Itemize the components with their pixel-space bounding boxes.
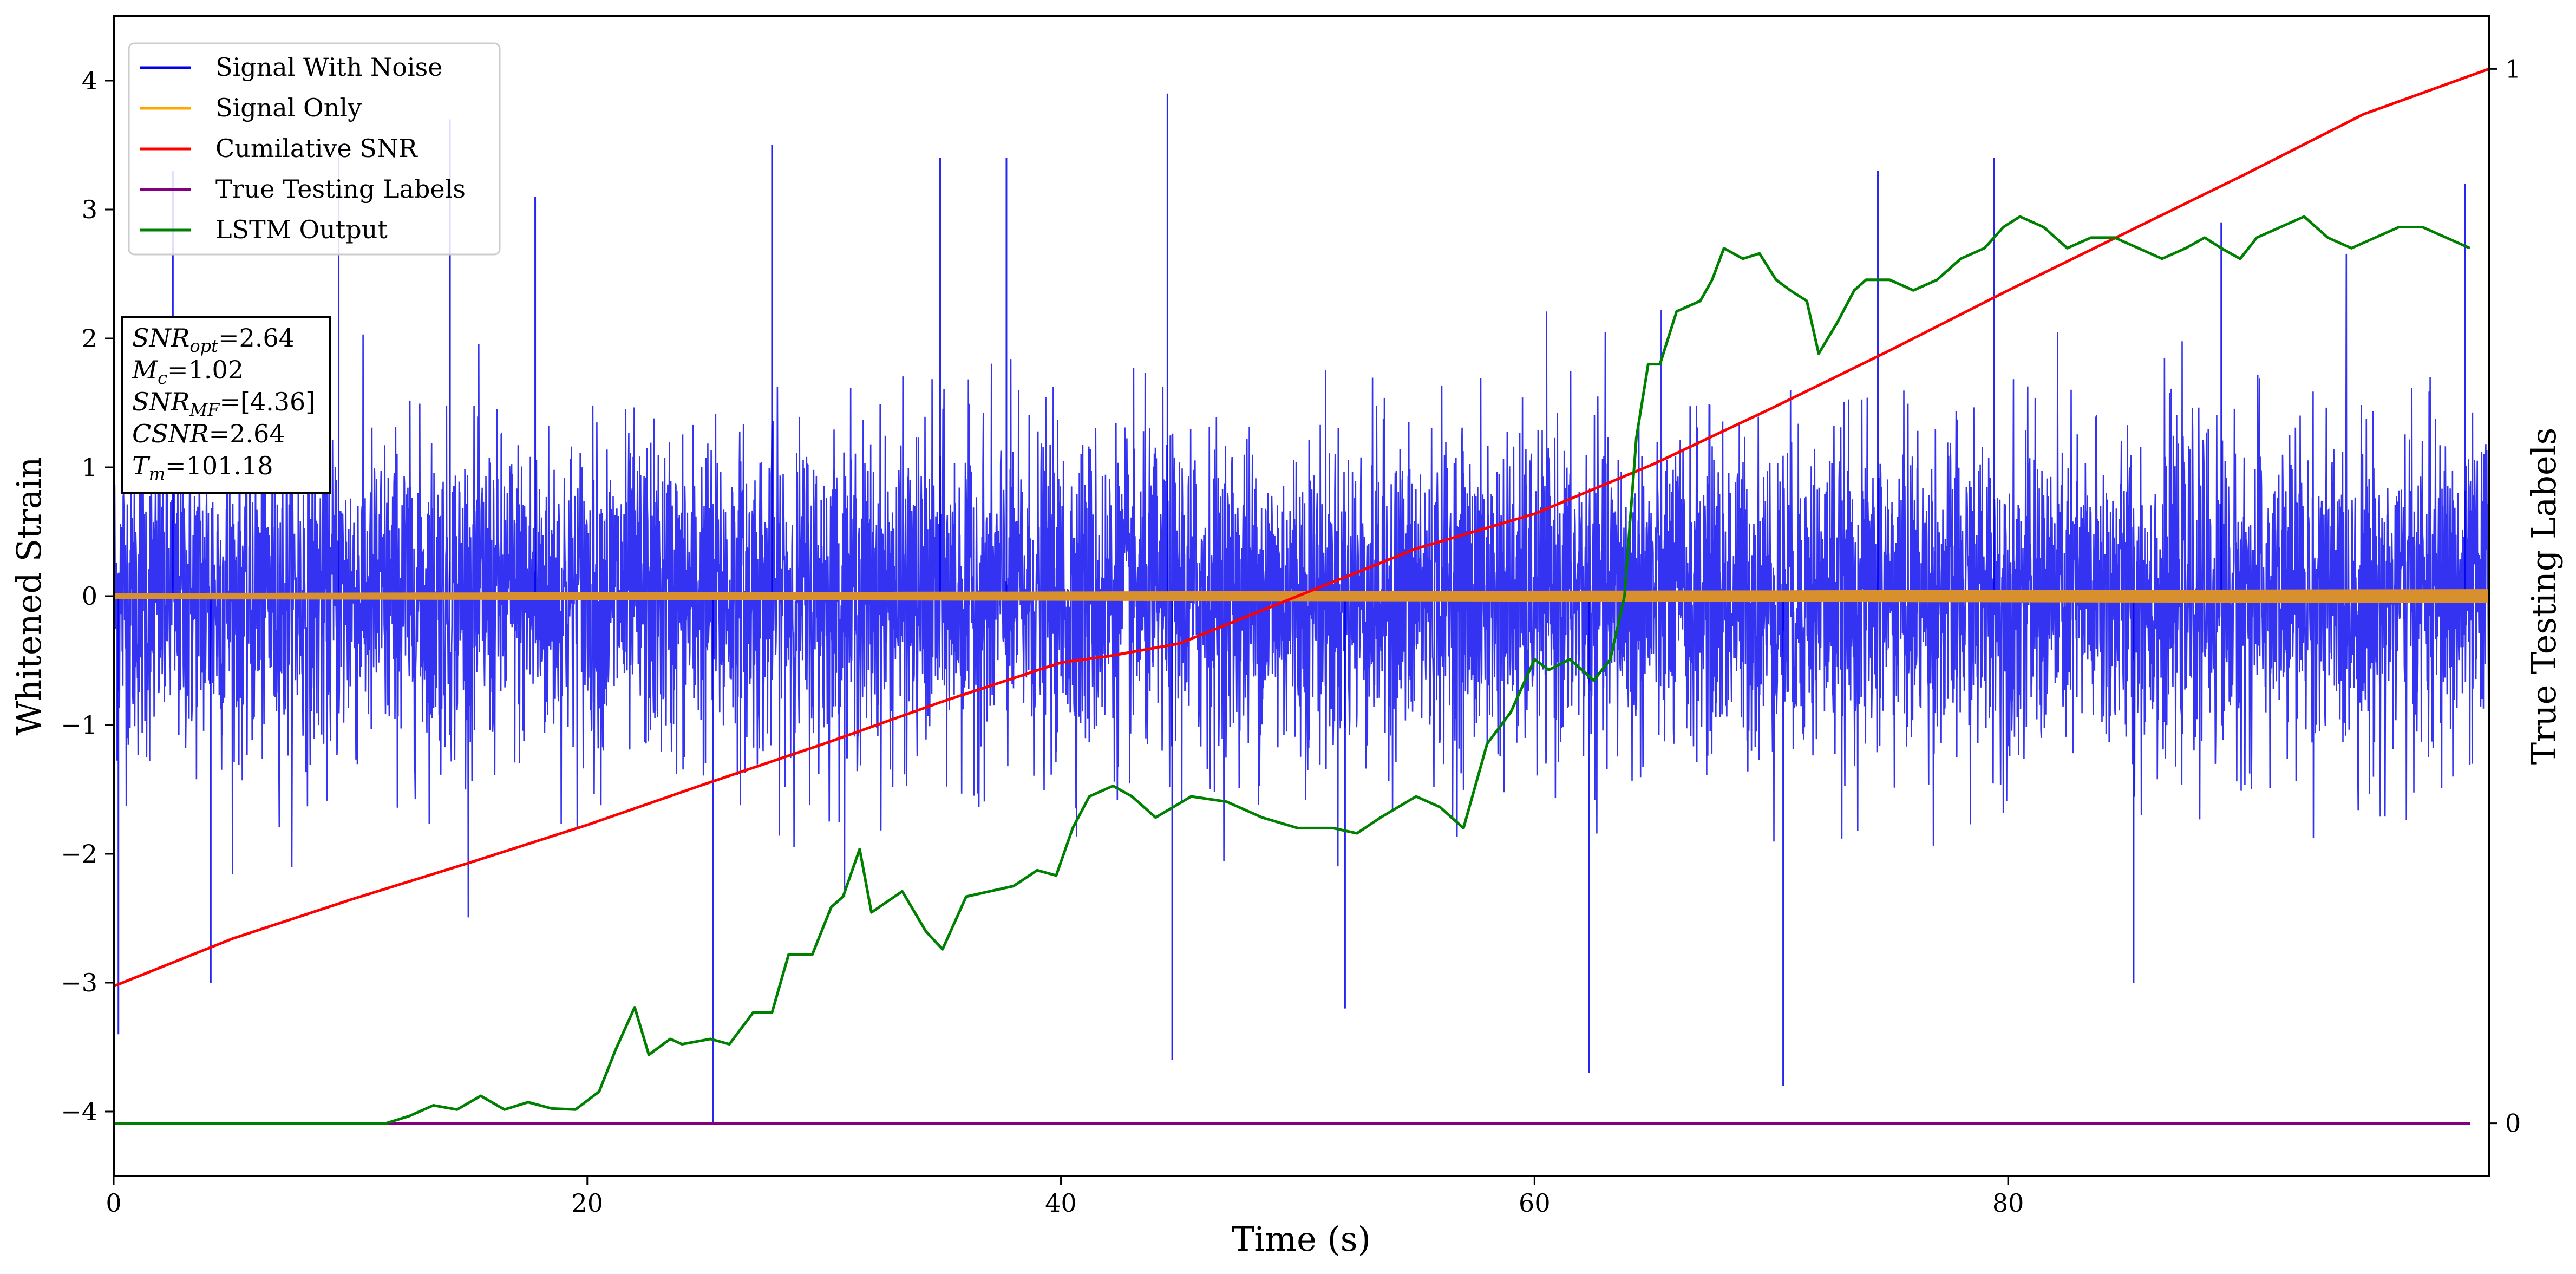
parameter-line: SNRopt=2.64 [132, 323, 295, 356]
parameter-line: CSNR=2.64 [132, 419, 285, 448]
y-tick-label: 2 [82, 324, 97, 353]
cumilative-snr-line [114, 68, 2489, 988]
y-tick-label: −4 [61, 1097, 97, 1126]
signal-with-noise-series [114, 93, 2489, 1125]
legend-label: True Testing Labels [215, 174, 466, 204]
legend-label: Cumilative SNR [215, 134, 418, 163]
y-tick-label: −2 [61, 839, 97, 868]
x-tick-label: 0 [106, 1188, 121, 1218]
right-y-tick-label: 0 [2505, 1109, 2521, 1138]
x-axis-title: Time (s) [1232, 1219, 1371, 1259]
right-y-tick-label: 1 [2505, 54, 2521, 83]
lstm-output-line [114, 215, 2471, 1125]
x-tick-label: 40 [1045, 1188, 1077, 1218]
right-axis-series [114, 68, 2489, 1125]
legend-box [128, 42, 501, 256]
x-tick-label: 20 [572, 1188, 604, 1218]
y-axis-title: Whitened Strain [9, 457, 49, 736]
legend-label: LSTM Output [215, 215, 388, 244]
y-tick-label: 3 [82, 195, 97, 224]
x-tick-label: 80 [1992, 1188, 2024, 1218]
y-tick-label: 4 [82, 66, 97, 95]
parameter-line: SNRMF=[4.36] [132, 387, 315, 420]
y-tick-label: −3 [61, 968, 97, 997]
right-y-axis-title: True Testing Labels [2524, 428, 2564, 765]
y-tick-label: −1 [61, 710, 97, 740]
signal-with-noise-line [114, 253, 2489, 918]
x-tick-label: 60 [1519, 1188, 1551, 1218]
axis-titles: Time (s) Whitened Strain True Testing La… [9, 428, 2564, 1259]
legend-label: Signal With Noise [215, 53, 442, 82]
parameter-box-frame [121, 316, 331, 494]
y-tick-label: 1 [82, 453, 97, 482]
legend-label: Signal Only [215, 93, 362, 122]
legend: Signal With Noise Signal Only Cumilative S… [128, 42, 501, 256]
y-tick-label: 0 [82, 582, 97, 611]
parameter-line: Tm=101.18 [132, 451, 273, 484]
parameter-line: Mc=1.02 [132, 355, 244, 388]
